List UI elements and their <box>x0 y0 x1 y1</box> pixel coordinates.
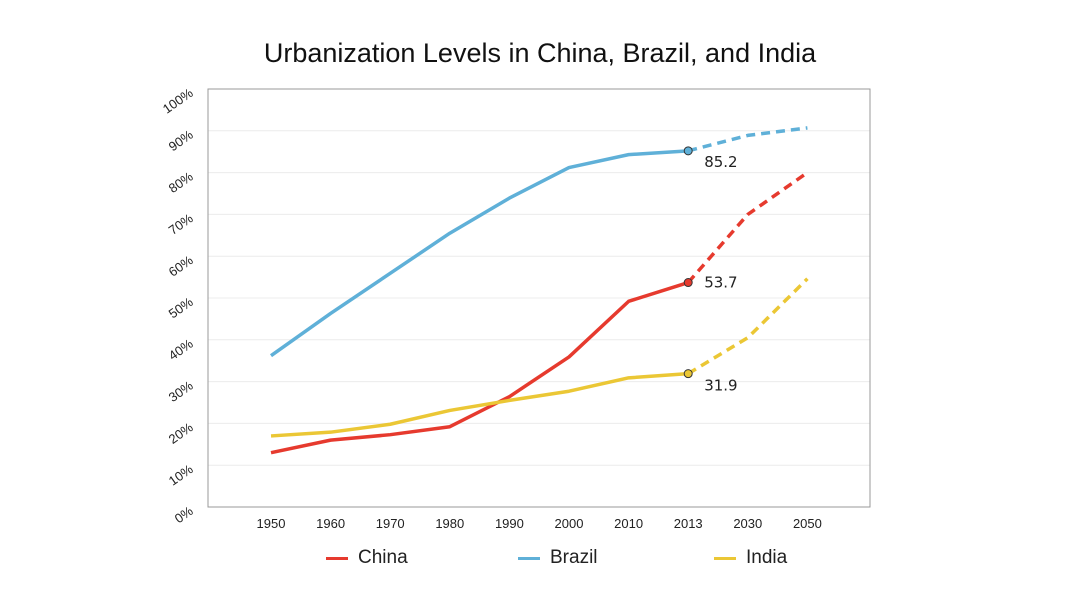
series-projection-brazil <box>687 126 808 153</box>
y-tick-label: 10% <box>166 461 196 488</box>
series-layer <box>269 126 809 455</box>
x-tick-label: 1990 <box>495 516 524 531</box>
marker-india-2013 <box>683 369 693 379</box>
y-tick-label: 20% <box>166 419 196 446</box>
y-tick-label: 30% <box>166 378 196 405</box>
x-tick-label: 1950 <box>257 516 286 531</box>
x-tick-label: 1960 <box>316 516 345 531</box>
legend-swatch-china <box>326 556 348 560</box>
x-tick-label: 2050 <box>793 516 822 531</box>
legend-label-brazil: Brazil <box>550 547 598 568</box>
x-tick-label: 2010 <box>614 516 643 531</box>
legend-swatch-brazil <box>518 556 540 560</box>
grid-layer <box>208 130 870 466</box>
series-line-china <box>270 280 689 455</box>
legend-item-india: India <box>714 547 787 569</box>
data-label-brazil: 85.2 <box>704 153 737 171</box>
legend-item-china: China <box>326 547 408 569</box>
series-line-india <box>270 371 689 438</box>
y-tick-label: 0% <box>172 503 196 526</box>
x-axis-ticks: 1950 1960 1970 1980 1990 2000 2010 2013 2030 2050 <box>257 516 822 531</box>
legend-label-india: India <box>746 547 788 568</box>
y-tick-label: 80% <box>166 169 196 196</box>
series-line-brazil <box>269 149 689 358</box>
y-tick-label: 90% <box>166 127 196 154</box>
plot-frame <box>207 88 871 508</box>
data-label-india: 31.9 <box>704 377 737 395</box>
x-tick-label: 1970 <box>376 516 405 531</box>
x-tick-label: 2013 <box>674 516 703 531</box>
legend-swatch-india <box>714 556 736 560</box>
legend-label-china: China <box>358 547 408 568</box>
legend-item-brazil: Brazil <box>518 547 598 569</box>
y-tick-label: 100% <box>160 85 196 117</box>
x-tick-label: 2000 <box>555 516 584 531</box>
label-layer: 53.7 85.2 31.9 <box>704 153 737 395</box>
y-tick-label: 60% <box>166 252 196 279</box>
y-tick-label: 40% <box>166 336 196 363</box>
x-tick-label: 1980 <box>435 516 464 531</box>
data-label-china: 53.7 <box>704 274 737 292</box>
marker-layer <box>683 146 693 379</box>
marker-brazil-2013 <box>683 146 693 156</box>
chart-title: Urbanization Levels in China, Brazil, an… <box>263 38 817 68</box>
y-tick-label: 70% <box>166 210 196 237</box>
y-tick-label: 50% <box>166 294 196 321</box>
series-projection-china <box>686 171 809 284</box>
x-tick-label: 2030 <box>733 516 762 531</box>
y-axis-ticks: 0% 10% 20% 30% 40% 50% 60% 70% 80% 90% 100% <box>160 85 196 526</box>
series-projection-india <box>687 277 809 376</box>
marker-china-2013 <box>683 278 693 288</box>
